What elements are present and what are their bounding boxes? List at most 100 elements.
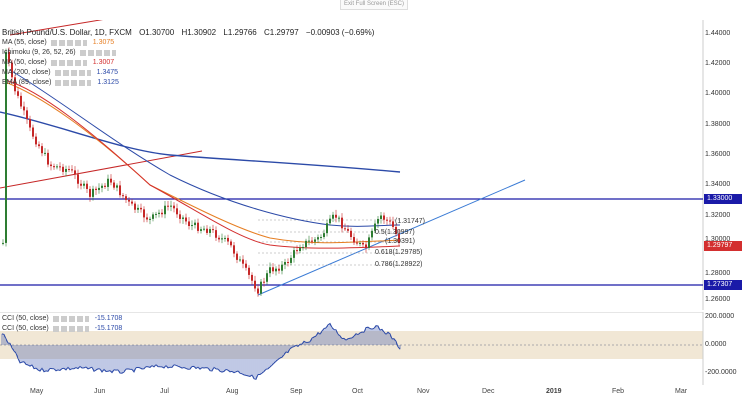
price-tag-last: 1.29797 [704, 241, 742, 251]
legend-row[interactable]: EMA (89, close) 1.3125 [2, 79, 119, 86]
legend-row[interactable]: Ichimoku (9, 26, 52, 26) [2, 48, 122, 58]
indicator-controls[interactable] [52, 326, 89, 332]
candlesticks [2, 47, 400, 297]
candle-body [380, 215, 382, 219]
candle-body [89, 188, 91, 197]
fib-label: (1.30391) [385, 238, 415, 245]
candle-body [374, 223, 376, 231]
candle-body [233, 245, 235, 254]
candle-body [302, 247, 304, 249]
trendline-2 [9, 20, 104, 36]
indicator-controls[interactable] [55, 80, 92, 86]
candle-body [32, 127, 34, 137]
candle-body [158, 212, 160, 214]
indicator-controls[interactable] [50, 40, 87, 46]
candle-body [236, 253, 238, 260]
candle-body [341, 217, 343, 229]
candle-body [47, 152, 49, 165]
symbol-header: British Pound/U.S. Dollar, 1D, FXCM O1.3… [2, 28, 379, 37]
candle-body [371, 230, 373, 238]
ohlc-open: O1.30700 [139, 28, 175, 37]
legend-row[interactable]: MA (50, close) 1.3007 [2, 59, 115, 66]
candle-body [17, 91, 19, 96]
candle-body [329, 218, 331, 224]
candle-body [122, 195, 124, 197]
indicator-controls[interactable] [50, 60, 87, 66]
price-axis-label: 1.40000 [705, 90, 731, 97]
candle-body [257, 288, 259, 294]
candle-body [131, 201, 133, 204]
price-chart[interactable] [0, 20, 745, 312]
candle-body [194, 222, 196, 226]
legend-row[interactable]: MA (55, close) 1.3075 [2, 39, 115, 46]
candle-body [200, 229, 202, 231]
candle-body [242, 259, 244, 264]
candle-body [59, 166, 61, 168]
indicator-controls[interactable] [52, 316, 89, 322]
time-axis-label: Oct [352, 388, 363, 395]
candle-body [152, 214, 154, 219]
candle-body [74, 170, 76, 175]
candle-body [209, 229, 211, 233]
candle-body [56, 166, 58, 168]
candle-body [155, 213, 157, 215]
candle-body [305, 240, 307, 248]
candle-body [173, 205, 175, 209]
candle-body [101, 185, 103, 188]
price-axis-label: 1.34000 [705, 181, 731, 188]
candle-body [128, 199, 130, 202]
time-axis-label: Sep [290, 388, 303, 395]
cci-indicator-pane[interactable] [0, 312, 745, 390]
candle-body [353, 237, 355, 243]
candle-body [362, 242, 364, 245]
candle-body [23, 106, 25, 111]
ohlc-low: L1.29766 [223, 28, 257, 37]
time-axis-label: Mar [675, 388, 688, 395]
price-tag-support: 1.27307 [704, 280, 742, 290]
candle-body [98, 187, 100, 191]
candle-body [11, 62, 13, 78]
candle-body [182, 217, 184, 219]
time-axis-label: Aug [226, 388, 239, 395]
candle-body [359, 242, 361, 244]
candle-body [104, 185, 106, 187]
candle-body [86, 183, 88, 189]
indicator-controls[interactable] [79, 50, 116, 56]
candle-body [50, 164, 52, 167]
cci-axis-label: -200.0000 [705, 369, 737, 376]
price-axis-label: 1.44000 [705, 30, 731, 37]
candle-body [395, 226, 397, 234]
legend-row[interactable]: MA (200, close) 1.3475 [2, 69, 119, 76]
indicator-controls[interactable] [54, 70, 91, 76]
cci-legend: CCI (50, close) -15.1708 CCI (50, close) -… [2, 315, 123, 332]
candle-body [221, 238, 223, 240]
candle-body [383, 215, 385, 220]
candle-body [197, 222, 199, 231]
candle-body [137, 207, 139, 210]
trendline-1 [0, 150, 203, 189]
candle-body [206, 228, 208, 233]
candle-body [110, 178, 112, 183]
candle-body [218, 237, 220, 240]
candle-body [320, 237, 322, 239]
candle-body [77, 174, 79, 184]
ohlc-change: −0.00903 (−0.69%) [305, 28, 375, 37]
candle-body [68, 168, 70, 170]
candle-body [95, 188, 97, 191]
candle-body [212, 229, 214, 231]
candle-body [389, 220, 391, 222]
candle-body [368, 237, 370, 248]
candle-body [215, 230, 217, 238]
exit-fullscreen-button[interactable]: Exit Full Screen (ESC) [340, 0, 408, 10]
candle-body [281, 264, 283, 271]
candle-body [254, 280, 256, 289]
fib-label: 0.618(1.29785) [375, 249, 423, 256]
candle-body [167, 205, 169, 207]
candle-body [260, 281, 262, 294]
candle-body [149, 218, 151, 220]
candle-body [164, 205, 166, 215]
candle-body [44, 152, 46, 154]
candle-body [227, 237, 229, 242]
candle-body [140, 207, 142, 210]
time-axis-label: Jul [160, 388, 169, 395]
